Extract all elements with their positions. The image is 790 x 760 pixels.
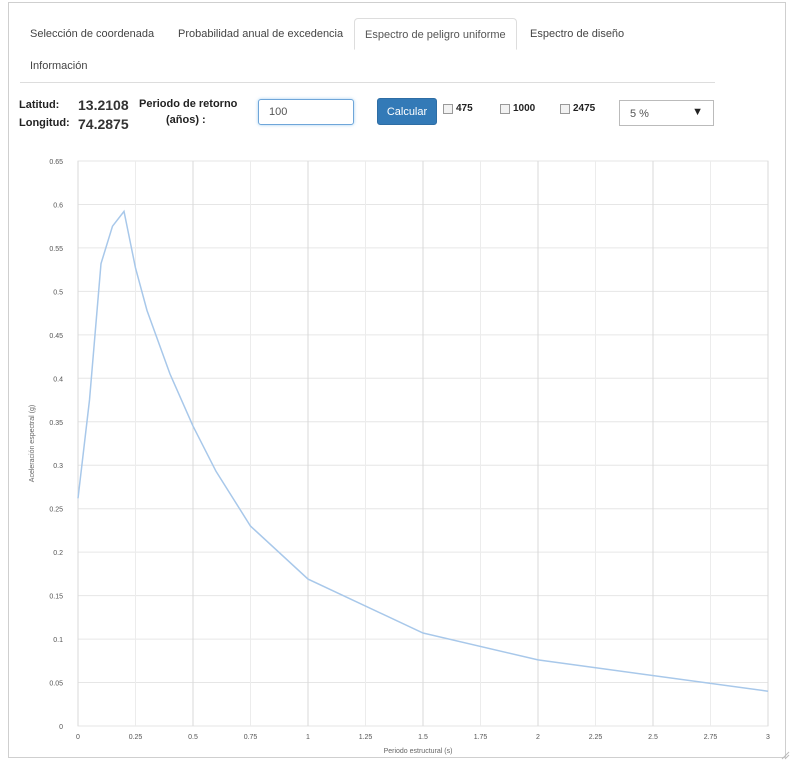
- x-axis-label: Periodo estructural (s): [384, 748, 453, 755]
- x-tick-label: 1.25: [359, 734, 373, 741]
- y-tick-label: 0.4: [53, 376, 63, 383]
- tab-annual-exceedance[interactable]: Probabilidad anual de excedencia: [178, 28, 344, 40]
- tab-coordinate-selection[interactable]: Selección de coordenada: [30, 28, 155, 40]
- checkbox-label: 475: [456, 103, 473, 114]
- return-period-label: Periodo de retorno: [139, 98, 238, 110]
- y-tick-label: 0: [59, 724, 63, 731]
- y-tick-label: 0.1: [53, 637, 63, 644]
- spectrum-series-line: [77, 209, 769, 692]
- x-tick-label: 0.25: [129, 734, 143, 741]
- tab-design-spectrum[interactable]: Espectro de diseño: [530, 28, 625, 40]
- x-tick-label: 1.75: [474, 734, 488, 741]
- latitude-label: Latitud:: [19, 99, 60, 111]
- y-tick-label: 0.6: [53, 202, 63, 209]
- x-tick-label: 0.75: [244, 734, 258, 741]
- x-tick-label: 3: [766, 734, 770, 741]
- longitude-value: 74.2875: [78, 116, 129, 132]
- x-tick-label: 0: [76, 734, 80, 741]
- content-frame: [8, 2, 786, 758]
- x-tick-label: 2.75: [704, 734, 718, 741]
- tab-information[interactable]: Información: [30, 60, 88, 72]
- return-period-units: (años) :: [166, 114, 206, 126]
- y-tick-label: 0.5: [53, 289, 63, 296]
- longitude-label: Longitud:: [19, 117, 70, 129]
- checkbox-box-icon[interactable]: [443, 103, 453, 114]
- y-tick-label: 0.2: [53, 550, 63, 557]
- y-tick-label: 0.55: [49, 246, 63, 253]
- checkbox-label: 2475: [573, 103, 596, 114]
- y-tick-label: 0.05: [49, 681, 63, 688]
- damping-select[interactable]: 5 % ▼: [619, 100, 714, 126]
- y-tick-label: 0.45: [49, 333, 63, 340]
- x-tick-label: 0.5: [188, 734, 198, 741]
- checkbox-box-icon[interactable]: [500, 103, 510, 114]
- checkbox-box-icon[interactable]: [560, 103, 570, 114]
- x-tick-label: 2: [536, 734, 540, 741]
- y-tick-label: 0.25: [49, 507, 63, 514]
- checkbox-1000[interactable]: 1000: [500, 103, 535, 114]
- resize-grip-icon[interactable]: [780, 750, 790, 760]
- y-axis-label: Aceleración espectral (g): [29, 405, 36, 482]
- y-tick-label: 0.15: [49, 594, 63, 601]
- y-tick-label: 0.65: [49, 159, 63, 166]
- y-tick-label: 0.3: [53, 463, 63, 470]
- triangle-down-icon[interactable]: ▼: [692, 106, 703, 118]
- tab-bar: Selección de coordenada Probabilidad anu…: [20, 18, 715, 83]
- x-tick-label: 2.5: [648, 734, 658, 741]
- x-tick-label: 1: [306, 734, 310, 741]
- return-period-input[interactable]: [258, 99, 354, 125]
- damping-select-value: 5 %: [630, 108, 649, 120]
- x-tick-label: 1.5: [418, 734, 428, 741]
- x-tick-label: 2.25: [589, 734, 603, 741]
- checkbox-label: 1000: [513, 103, 536, 114]
- y-tick-label: 0.35: [49, 420, 63, 427]
- calculate-button[interactable]: Calcular: [377, 98, 437, 125]
- latitude-value: 13.2108: [78, 97, 129, 113]
- tab-uniform-hazard-spectrum[interactable]: Espectro de peligro uniforme: [354, 18, 517, 50]
- checkbox-2475[interactable]: 2475: [560, 103, 595, 114]
- checkbox-475[interactable]: 475: [443, 103, 473, 114]
